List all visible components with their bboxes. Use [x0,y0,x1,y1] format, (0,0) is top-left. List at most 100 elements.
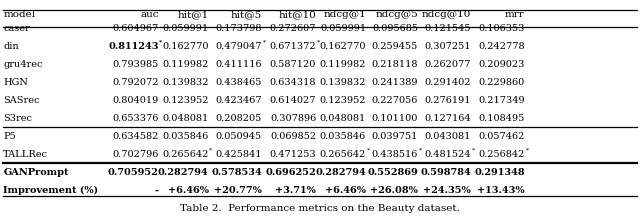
Text: 0.106353: 0.106353 [479,24,525,33]
Text: 0.291348: 0.291348 [474,168,525,177]
Text: 0.425841: 0.425841 [215,150,262,159]
Text: 0.793985: 0.793985 [113,60,159,69]
Text: 0.604967: 0.604967 [113,24,159,33]
Text: GANPrompt: GANPrompt [3,168,68,177]
Text: 0.059991: 0.059991 [320,24,366,33]
Text: 0.423467: 0.423467 [215,96,262,105]
Text: din: din [3,42,19,51]
Text: hit@10: hit@10 [278,10,316,19]
Text: 0.162770: 0.162770 [319,42,366,51]
Text: 0.702796: 0.702796 [113,150,159,159]
Text: 0.598784: 0.598784 [420,168,471,177]
Text: 0.276191: 0.276191 [424,96,471,105]
Text: 0.479047: 0.479047 [215,42,262,51]
Text: 0.481524: 0.481524 [424,150,471,159]
Text: 0.123952: 0.123952 [319,96,366,105]
Text: 0.119982: 0.119982 [320,60,366,69]
Text: 0.209023: 0.209023 [479,60,525,69]
Text: +26.08%: +26.08% [370,186,418,195]
Text: 0.259455: 0.259455 [372,42,418,51]
Text: 0.438465: 0.438465 [216,78,262,87]
Text: +6.46%: +6.46% [325,186,366,195]
Text: mrr: mrr [505,10,525,19]
Text: 0.123952: 0.123952 [162,96,209,105]
Text: 0.035846: 0.035846 [320,132,366,141]
Text: 0.282794: 0.282794 [316,168,366,177]
Text: 0.614027: 0.614027 [269,96,316,105]
Text: 0.035846: 0.035846 [163,132,209,141]
Text: 0.057462: 0.057462 [479,132,525,141]
Text: *: * [472,147,475,152]
Text: 0.587120: 0.587120 [270,60,316,69]
Text: *: * [262,39,266,44]
Text: hit@5: hit@5 [230,10,262,19]
Text: 0.307251: 0.307251 [424,42,471,51]
Text: 0.307896: 0.307896 [270,114,316,123]
Text: 0.282794: 0.282794 [158,168,209,177]
Text: 0.043081: 0.043081 [425,132,471,141]
Text: 0.121545: 0.121545 [424,24,471,33]
Text: caser: caser [3,24,30,33]
Text: 0.217349: 0.217349 [478,96,525,105]
Text: 0.804019: 0.804019 [113,96,159,105]
Text: +13.43%: +13.43% [477,186,525,195]
Text: 0.696252: 0.696252 [266,168,316,177]
Text: ndcg@10: ndcg@10 [422,10,471,19]
Text: 0.578534: 0.578534 [211,168,262,177]
Text: 0.208205: 0.208205 [216,114,262,123]
Text: ndcg@1: ndcg@1 [323,10,366,19]
Text: *: * [525,147,529,152]
Text: P5: P5 [3,132,16,141]
Text: hit@1: hit@1 [177,10,209,19]
Text: 0.705952: 0.705952 [108,168,159,177]
Text: 0.552869: 0.552869 [367,168,418,177]
Text: 0.265642: 0.265642 [163,150,209,159]
Text: ndcg@5: ndcg@5 [375,10,418,19]
Text: 0.792072: 0.792072 [112,78,159,87]
Text: 0.265642: 0.265642 [320,150,366,159]
Text: Improvement (%): Improvement (%) [3,186,99,195]
Text: 0.095685: 0.095685 [372,24,418,33]
Text: 0.108495: 0.108495 [479,114,525,123]
Text: 0.227056: 0.227056 [372,96,418,105]
Text: 0.048081: 0.048081 [163,114,209,123]
Text: S3rec: S3rec [3,114,32,123]
Text: +6.46%: +6.46% [168,186,209,195]
Text: 0.242778: 0.242778 [478,42,525,51]
Text: 0.059991: 0.059991 [163,24,209,33]
Text: 0.291402: 0.291402 [424,78,471,87]
Text: 0.039751: 0.039751 [372,132,418,141]
Text: 0.119982: 0.119982 [163,60,209,69]
Text: 0.411116: 0.411116 [215,60,262,69]
Text: 0.173798: 0.173798 [215,24,262,33]
Text: 0.241389: 0.241389 [371,78,418,87]
Text: Table 2.  Performance metrics on the Beauty dataset.: Table 2. Performance metrics on the Beau… [180,204,460,213]
Text: 0.162770: 0.162770 [162,42,209,51]
Text: HGN: HGN [3,78,28,87]
Text: 0.048081: 0.048081 [320,114,366,123]
Text: auc: auc [140,10,159,19]
Text: 0.050945: 0.050945 [216,132,262,141]
Text: -: - [155,186,159,195]
Text: +24.35%: +24.35% [423,186,471,195]
Text: 0.811243: 0.811243 [108,42,159,51]
Text: 0.272607: 0.272607 [269,24,316,33]
Text: gru4rec: gru4rec [3,60,43,69]
Text: *: * [367,147,370,152]
Text: 0.438516: 0.438516 [372,150,418,159]
Text: 0.471253: 0.471253 [269,150,316,159]
Text: *: * [419,147,422,152]
Text: *: * [317,39,320,44]
Text: 0.139832: 0.139832 [319,78,366,87]
Text: *: * [159,39,163,44]
Text: TALLRec: TALLRec [3,150,48,159]
Text: SASrec: SASrec [3,96,40,105]
Text: +3.71%: +3.71% [275,186,316,195]
Text: 0.634582: 0.634582 [113,132,159,141]
Text: 0.671372: 0.671372 [269,42,316,51]
Text: 0.218118: 0.218118 [371,60,418,69]
Text: *: * [209,147,212,152]
Text: 0.101100: 0.101100 [372,114,418,123]
Text: 0.229860: 0.229860 [479,78,525,87]
Text: 0.069852: 0.069852 [270,132,316,141]
